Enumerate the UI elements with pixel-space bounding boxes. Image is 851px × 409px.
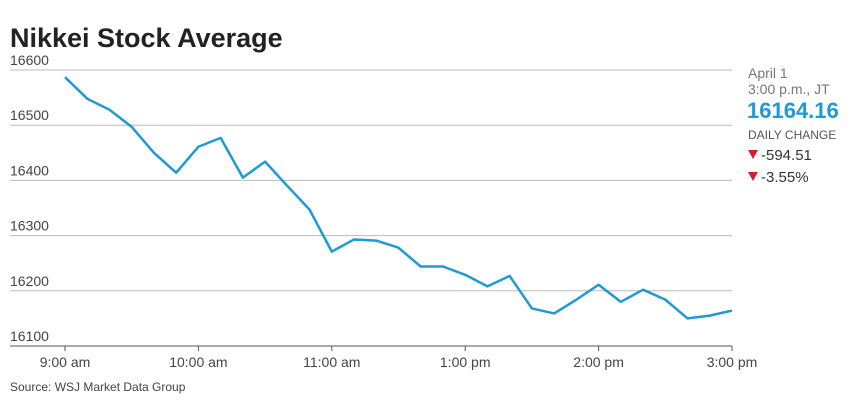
change-label: DAILY CHANGE <box>748 128 836 142</box>
time: 3:00 p.m., JT <box>748 81 830 97</box>
x-tick-label: 3:00 pm <box>707 354 758 370</box>
last-value: 16164.16 <box>747 98 839 123</box>
x-tick-label: 2:00 pm <box>573 354 624 370</box>
y-tick-label: 16600 <box>10 52 49 68</box>
x-tick-label: 10:00 am <box>169 354 227 370</box>
y-tick-label: 16500 <box>10 107 49 123</box>
y-tick-label: 16100 <box>10 328 49 344</box>
x-tick-label: 11:00 am <box>303 354 360 370</box>
y-tick-label: 16200 <box>10 273 49 289</box>
y-tick-label: 16400 <box>10 162 49 178</box>
chart-title: Nikkei Stock Average <box>10 23 283 53</box>
x-tick-label: 9:00 am <box>40 354 91 370</box>
source: Source: WSJ Market Data Group <box>10 380 186 394</box>
change: -594.51 <box>761 147 812 164</box>
down-arrow <box>748 172 758 181</box>
y-tick-label: 16300 <box>10 218 49 234</box>
down-arrow <box>748 150 758 159</box>
change-pct: -3.55% <box>761 169 809 186</box>
x-tick-label: 1:00 pm <box>440 354 491 370</box>
line <box>64 76 733 320</box>
date: April 1 <box>748 65 788 81</box>
